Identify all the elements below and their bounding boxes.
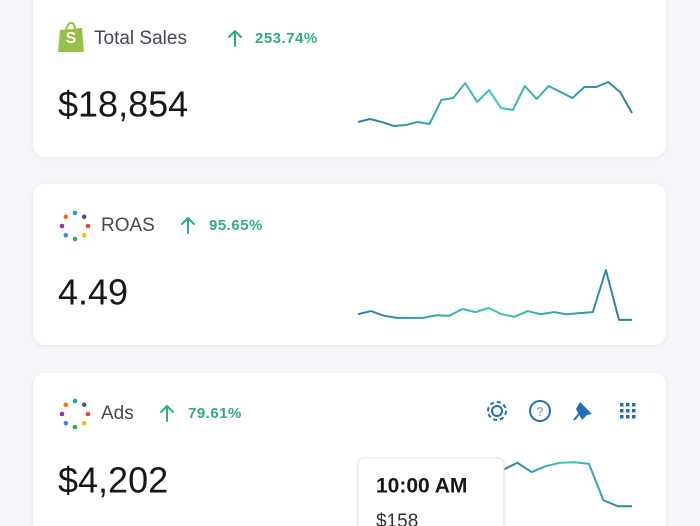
sparkline bbox=[502, 461, 632, 508]
pin-button[interactable] bbox=[573, 402, 592, 421]
logo-icon bbox=[59, 210, 91, 242]
grid-dot bbox=[632, 403, 636, 407]
grid-dot bbox=[632, 409, 636, 413]
logo-dot bbox=[81, 232, 87, 238]
grid-dot bbox=[620, 403, 624, 407]
logo-dot bbox=[59, 411, 65, 417]
apps-button[interactable] bbox=[620, 403, 636, 419]
card[interactable] bbox=[33, 373, 666, 526]
logo-dot bbox=[81, 214, 87, 220]
grid-dot bbox=[620, 409, 624, 413]
svg-text:?: ? bbox=[536, 404, 544, 419]
card-label: ROAS bbox=[101, 215, 155, 236]
up-arrow bbox=[181, 217, 195, 234]
grid-dot bbox=[620, 415, 624, 419]
grid-dot bbox=[632, 415, 636, 419]
help-button[interactable]: ? bbox=[529, 400, 551, 422]
logo-dot bbox=[59, 223, 65, 229]
grid-dot bbox=[626, 409, 630, 413]
card-value: $4,202 bbox=[58, 460, 168, 501]
logo-dot bbox=[72, 424, 78, 430]
logo-dot bbox=[85, 411, 91, 417]
grid-dot bbox=[626, 415, 630, 419]
logo-dot bbox=[81, 402, 87, 408]
logo-dot bbox=[63, 402, 69, 408]
logo-dot bbox=[72, 210, 78, 216]
logo-dot bbox=[63, 214, 69, 220]
logo-icon bbox=[59, 398, 91, 430]
sparkline bbox=[357, 81, 633, 127]
grid-dot bbox=[626, 403, 630, 407]
card-label: Total Sales bbox=[94, 28, 187, 49]
change: 95.65% bbox=[209, 217, 263, 234]
tooltip-time: 10:00 AM bbox=[376, 475, 467, 498]
logo-dot bbox=[63, 420, 69, 426]
tooltip bbox=[357, 457, 505, 526]
logo-dot bbox=[72, 236, 78, 242]
card-value: 4.49 bbox=[58, 272, 128, 313]
logo-dot bbox=[63, 232, 69, 238]
settings-button[interactable] bbox=[487, 401, 507, 421]
sparkline bbox=[357, 269, 632, 321]
logo-dot bbox=[85, 223, 91, 229]
change: 79.61% bbox=[188, 405, 242, 422]
change: 253.74% bbox=[255, 30, 318, 47]
card-label: Ads bbox=[101, 403, 134, 424]
up-arrow bbox=[228, 30, 242, 47]
card-value: $18,854 bbox=[58, 84, 188, 125]
logo-dot bbox=[72, 398, 78, 404]
shopify-icon: S bbox=[58, 21, 84, 52]
svg-text:S: S bbox=[66, 30, 77, 47]
logo-dot bbox=[81, 420, 87, 426]
up-arrow bbox=[160, 405, 174, 422]
tooltip-value: $158 bbox=[376, 511, 418, 526]
card[interactable] bbox=[33, 184, 666, 345]
card[interactable] bbox=[33, 0, 666, 157]
